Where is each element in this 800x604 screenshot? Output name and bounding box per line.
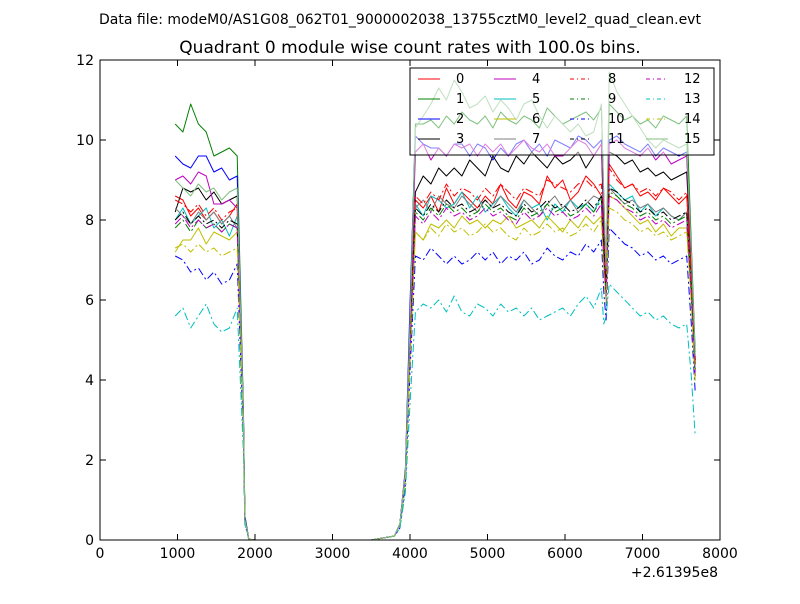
series-line-12	[174, 195, 696, 541]
legend-label-15: 15	[684, 132, 701, 147]
x-tick-label: 1000	[160, 546, 196, 562]
y-tick-label: 2	[85, 453, 94, 469]
legend-frame	[409, 67, 715, 156]
x-tick-label: 6000	[547, 546, 583, 562]
y-tick-label: 0	[85, 533, 94, 549]
series-line-6	[174, 195, 696, 541]
y-tick-label: 6	[85, 293, 94, 309]
legend-label-3: 3	[456, 132, 464, 147]
x-tick-label: 7000	[625, 546, 661, 562]
legend-label-0: 0	[456, 72, 464, 87]
x-tick-label: 3000	[315, 546, 351, 562]
series-line-9	[174, 191, 696, 541]
x-tick-label: 8000	[702, 546, 738, 562]
legend-label-4: 4	[532, 72, 540, 87]
legend-label-1: 1	[456, 92, 464, 107]
x-offset-label: +2.61395e8	[631, 565, 718, 581]
y-tick-label: 4	[85, 373, 94, 389]
legend-label-13: 13	[684, 92, 701, 107]
legend-label-2: 2	[456, 112, 464, 127]
legend-label-7: 7	[532, 132, 540, 147]
series-line-11	[174, 187, 696, 541]
x-tick-label: 2000	[237, 546, 273, 562]
legend-label-12: 12	[684, 72, 701, 87]
series-line-0	[174, 163, 696, 541]
x-tick-label: 5000	[470, 546, 506, 562]
series-line-7	[174, 187, 696, 541]
legend-label-9: 9	[608, 92, 616, 107]
series-line-14	[174, 207, 696, 541]
series-line-10	[174, 227, 696, 541]
series-line-13	[174, 283, 696, 541]
x-tick-label: 4000	[392, 546, 428, 562]
series-line-8	[174, 167, 696, 541]
y-tick-label: 10	[76, 133, 94, 149]
x-tick-label: 0	[96, 546, 105, 562]
series-line-1	[174, 103, 696, 541]
legend-label-14: 14	[684, 112, 701, 127]
legend-label-8: 8	[608, 72, 616, 87]
x-axis: 0 1000 2000 3000 4000 5000 6000 7000 8000	[96, 60, 738, 562]
legend-label-6: 6	[532, 112, 540, 127]
y-tick-label: 8	[85, 213, 94, 229]
legend-label-11: 11	[608, 132, 625, 147]
figure-suptitle: Data file: modeM0/AS1G08_062T01_90000020…	[99, 12, 701, 28]
series-line-5	[174, 183, 696, 541]
chart-title: Quadrant 0 module wise count rates with …	[179, 38, 640, 58]
legend-label-10: 10	[608, 112, 625, 127]
legend-label-5: 5	[532, 92, 540, 107]
y-tick-label: 12	[76, 53, 94, 69]
